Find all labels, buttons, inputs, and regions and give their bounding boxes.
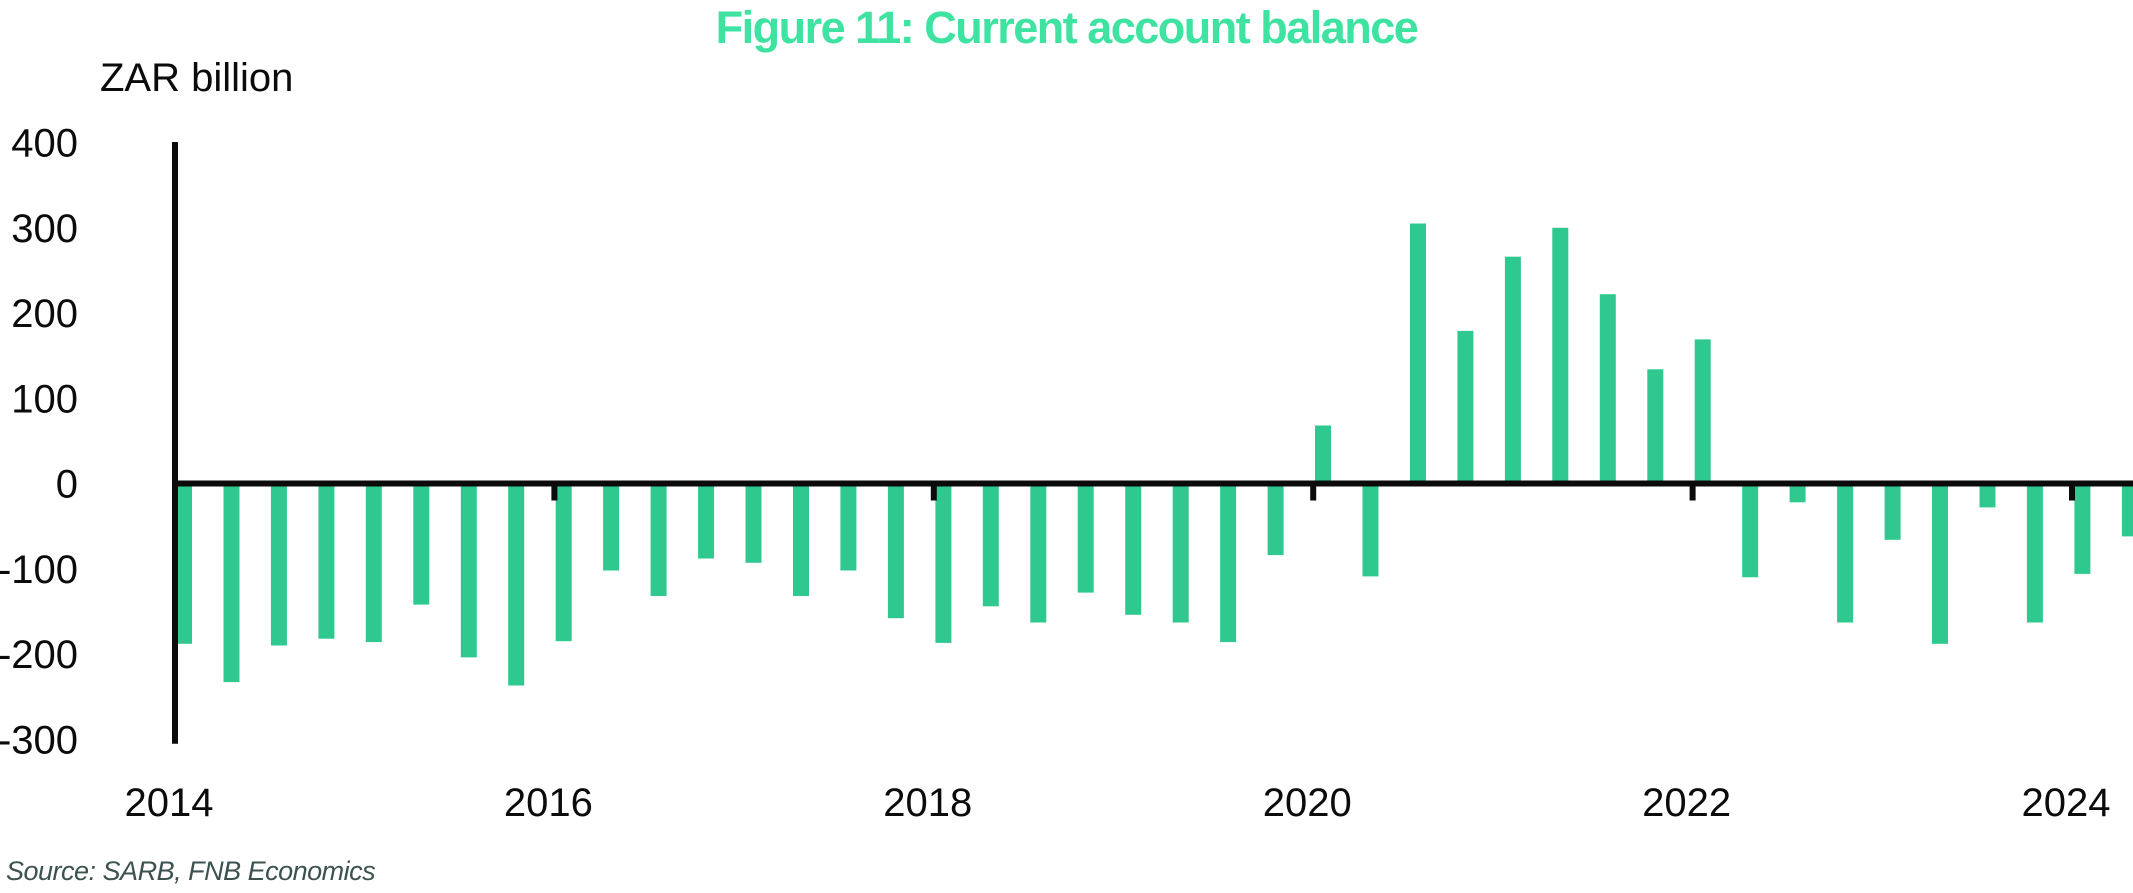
bar-2022Q4	[1837, 483, 1854, 623]
bar-2016Q4	[698, 483, 715, 559]
bar-2020Q4	[1457, 330, 1474, 484]
bar-2017Q3	[840, 483, 857, 571]
bar-2021Q2	[1552, 227, 1569, 484]
bar-2014Q3	[270, 483, 287, 646]
bar-2015Q3	[460, 483, 477, 658]
x-tick-label-2018: 2018	[883, 781, 972, 825]
bar-2022Q2	[1742, 483, 1759, 578]
bar-2019Q1	[1125, 483, 1142, 615]
bar-2020Q3	[1410, 223, 1426, 484]
bar-2024Q2	[2121, 483, 2133, 537]
bar-2015Q2	[413, 483, 430, 605]
y-tick-label--100: -100	[0, 548, 78, 592]
y-axis-unit-label: ZAR billion	[100, 56, 294, 100]
bar-2018Q3	[1030, 483, 1047, 623]
bar-2019Q2	[1172, 483, 1189, 623]
chart-title: Figure 11: Current account balance	[715, 2, 1419, 53]
bar-2018Q4	[1077, 483, 1094, 593]
bar-2015Q4	[508, 483, 525, 686]
bar-2023Q2	[1932, 483, 1948, 644]
x-tick-label-2016: 2016	[504, 781, 593, 825]
x-tick-label-2014: 2014	[125, 781, 214, 825]
bar-2017Q4	[887, 483, 904, 619]
bar-2017Q2	[793, 483, 809, 596]
bar-2018Q1	[935, 483, 952, 643]
bar-2017Q1	[745, 483, 762, 563]
y-tick-label-100: 100	[11, 377, 78, 421]
bar-2022Q3	[1789, 483, 1806, 503]
bar-2023Q3	[1979, 483, 1996, 508]
bar-2014Q1	[176, 483, 192, 644]
bar-2015Q1	[365, 483, 382, 643]
x-tick-label-2022: 2022	[1642, 781, 1731, 825]
bar-2022Q1	[1694, 339, 1711, 484]
x-tick-label-2020: 2020	[1263, 781, 1352, 825]
y-tick-label-400: 400	[11, 122, 78, 166]
source-note: Source: SARB, FNB Economics	[6, 856, 376, 886]
bar-2020Q2	[1362, 483, 1379, 577]
bar-2023Q4	[2026, 483, 2043, 623]
bar-2024Q1	[2074, 483, 2091, 574]
bar-2016Q1	[555, 483, 572, 642]
bar-2019Q3	[1220, 483, 1237, 643]
bar-2020Q1	[1315, 425, 1331, 484]
bar-2014Q4	[318, 483, 335, 639]
bars-group	[176, 223, 2133, 686]
bar-2016Q3	[650, 483, 667, 596]
bar-2018Q2	[982, 483, 999, 607]
bar-2023Q1	[1884, 483, 1901, 540]
y-tick-label--300: -300	[0, 718, 78, 762]
bar-2014Q2	[223, 483, 240, 683]
y-tick-label-200: 200	[11, 292, 78, 336]
y-tick-label--200: -200	[0, 633, 78, 677]
bar-2019Q4	[1267, 483, 1284, 556]
bar-2021Q1	[1504, 256, 1521, 484]
bar-2021Q4	[1647, 369, 1664, 484]
y-tick-label-0: 0	[56, 463, 78, 507]
bar-2021Q3	[1599, 294, 1616, 484]
y-tick-label-300: 300	[11, 207, 78, 251]
x-tick-label-2024: 2024	[2022, 781, 2111, 825]
bar-2016Q2	[603, 483, 620, 571]
